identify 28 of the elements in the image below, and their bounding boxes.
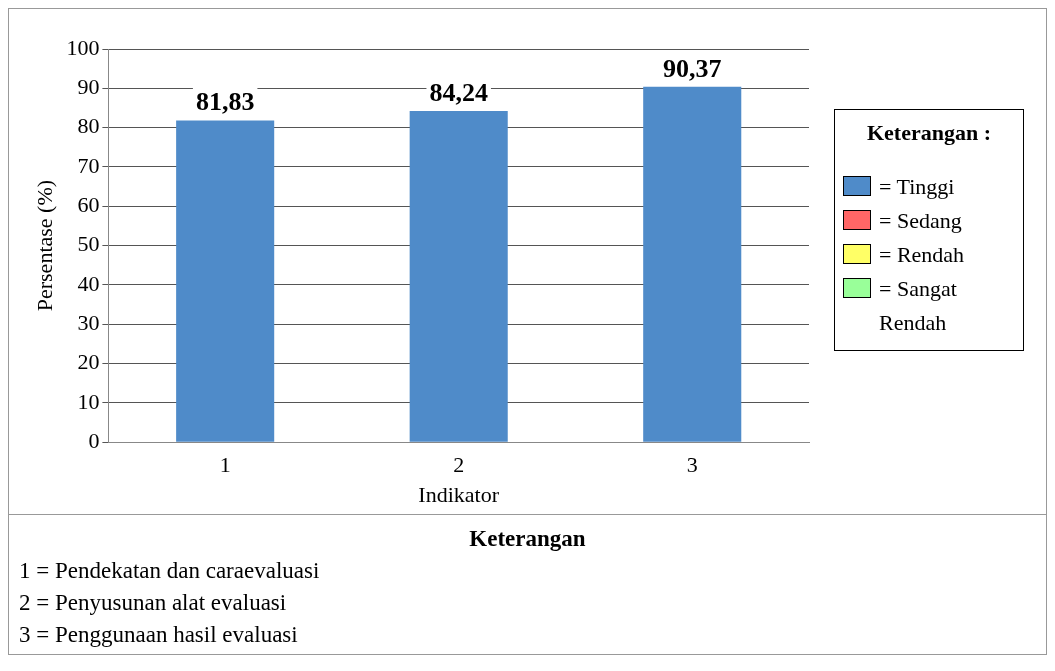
- y-tick-label: 90: [77, 74, 100, 100]
- y-axis-title: Persentase (%): [31, 179, 57, 312]
- y-tick-label: 60: [77, 192, 100, 218]
- y-tick-label: 40: [77, 270, 100, 296]
- data-label: 84,24: [429, 77, 488, 107]
- data-label: 81,83: [195, 87, 255, 117]
- text: 2 = Penyusunan alat evaluasi: [19, 589, 288, 617]
- text: Keterangan: [468, 525, 587, 553]
- x-tick-label: 2: [453, 452, 465, 478]
- data-label: 90,37: [662, 53, 722, 83]
- x-tick-label: 1: [219, 452, 231, 478]
- legend-label: = Sedang: [879, 207, 962, 235]
- legend-label: = Tinggi: [879, 173, 955, 201]
- y-tick-label: 0: [88, 427, 100, 453]
- y-tick-label: 70: [77, 152, 100, 178]
- x-tick-label: 3: [686, 452, 698, 478]
- text: 1 = Pendekatan dan caraevaluasi: [19, 557, 321, 585]
- y-tick-label: 10: [77, 388, 100, 414]
- y-tick-label: 30: [77, 310, 100, 336]
- y-tick-label: 50: [77, 231, 100, 257]
- legend-label: = Sangat Rendah: [879, 275, 958, 337]
- text: 3 = Penggunaan hasil evaluasi: [19, 621, 299, 649]
- y-tick-label: 100: [66, 34, 100, 60]
- y-tick-label: 20: [77, 349, 100, 375]
- legend-title: Keterangan :: [866, 120, 992, 146]
- x-axis-title: Indikator: [418, 481, 500, 507]
- legend-label: = Rendah: [879, 241, 965, 269]
- y-tick-label: 80: [77, 113, 100, 139]
